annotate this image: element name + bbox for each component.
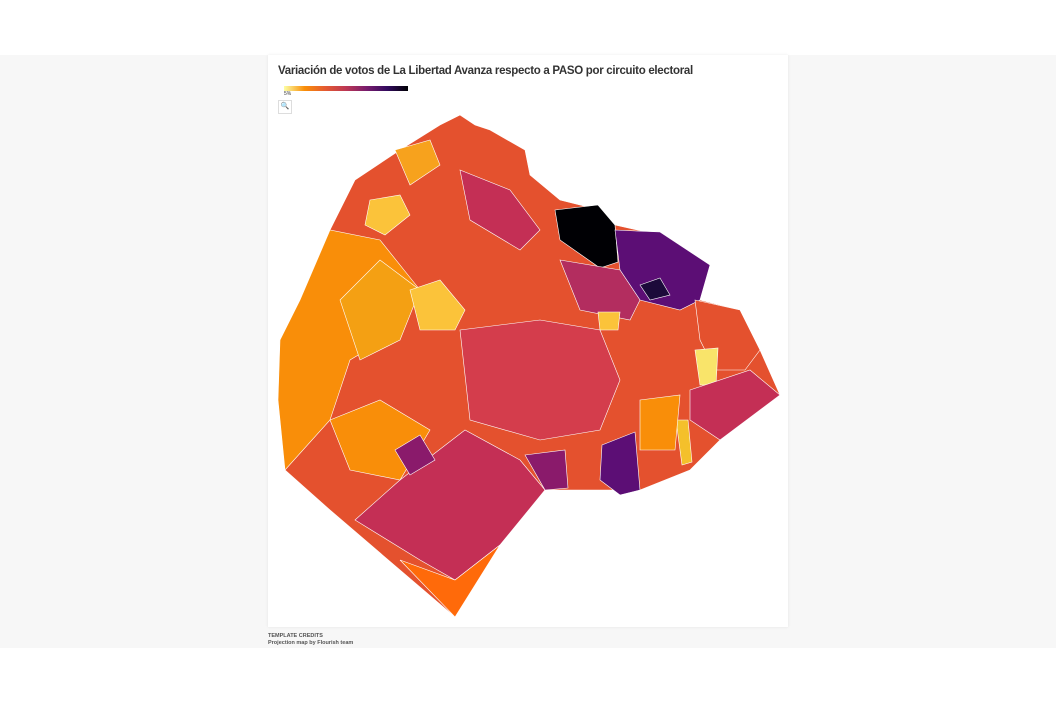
region — [394, 139, 441, 186]
credits-text: Projection map by Flourish team — [268, 640, 354, 646]
legend-label: 5% — [284, 91, 292, 97]
chart-title: Variación de votos de La Libertad Avanza… — [278, 65, 693, 77]
region — [399, 544, 501, 618]
region — [599, 431, 641, 496]
legend-gradient — [284, 86, 408, 91]
region — [524, 449, 569, 491]
region — [554, 204, 619, 269]
region — [459, 319, 621, 441]
region — [675, 419, 693, 466]
region — [559, 259, 641, 321]
region — [597, 311, 621, 331]
region — [459, 169, 541, 251]
region — [339, 259, 421, 361]
region — [639, 394, 681, 451]
region — [689, 369, 781, 441]
credits-heading: TEMPLATE CREDITS — [268, 633, 323, 639]
region — [639, 277, 671, 301]
card: Variación de votos de La Libertad Avanza… — [268, 55, 788, 627]
region — [394, 434, 436, 476]
region — [364, 194, 411, 236]
map — [277, 114, 781, 618]
region — [409, 279, 466, 331]
search-button[interactable]: 🔍 — [278, 100, 292, 114]
